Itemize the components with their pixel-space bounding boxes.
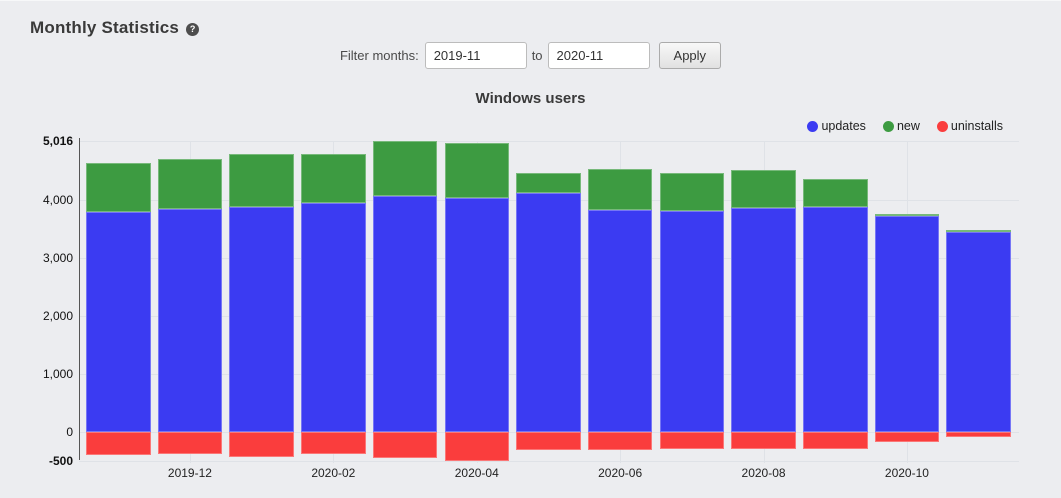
- bar-segment-updates[interactable]: [157, 208, 223, 432]
- bar-segment-new[interactable]: [444, 142, 509, 199]
- bar-segment-new[interactable]: [946, 230, 1011, 232]
- y-gridline: [79, 141, 1019, 143]
- bar-segment-updates[interactable]: [372, 195, 438, 432]
- bar-segment-new[interactable]: [301, 154, 366, 203]
- y-axis-tick-label: 2,000: [42, 309, 73, 323]
- x-axis-tick-label: 2020-04: [454, 466, 499, 480]
- bar-segment-new[interactable]: [874, 213, 940, 217]
- legend-label: uninstalls: [950, 119, 1003, 133]
- bar-segment-uninstalls[interactable]: [731, 432, 796, 449]
- bar-segment-new[interactable]: [731, 170, 796, 208]
- x-axis-tick-label: 2020-10: [884, 466, 929, 480]
- bar-segment-uninstalls[interactable]: [86, 432, 151, 455]
- bar-segment-uninstalls[interactable]: [516, 432, 581, 451]
- bar-segment-updates[interactable]: [86, 212, 151, 432]
- legend-dot-updates-icon: [807, 120, 819, 132]
- chart-legend: updates new uninstalls: [807, 119, 1003, 133]
- bar-segment-new[interactable]: [803, 179, 868, 207]
- filter-bar: Filter months: to Apply: [0, 42, 1061, 69]
- bar-segment-new[interactable]: [86, 162, 151, 213]
- legend-dot-new-icon: [882, 120, 894, 132]
- bar-segment-updates[interactable]: [946, 231, 1011, 432]
- y-axis-tick-label: 0: [66, 425, 73, 439]
- bar-segment-new[interactable]: [659, 172, 725, 211]
- bar-segment-uninstalls[interactable]: [372, 432, 438, 458]
- bar-segment-updates[interactable]: [731, 207, 796, 432]
- bar-segment-new[interactable]: [516, 172, 581, 194]
- chart-title: Windows users: [475, 90, 586, 107]
- bar-segment-updates[interactable]: [229, 206, 294, 432]
- bar-segment-uninstalls[interactable]: [587, 432, 653, 451]
- bar-segment-updates[interactable]: [803, 206, 868, 432]
- bar-segment-updates[interactable]: [516, 193, 581, 432]
- filter-to-input[interactable]: [547, 42, 650, 69]
- bar-segment-uninstalls[interactable]: [659, 432, 725, 450]
- help-icon[interactable]: ?: [186, 22, 200, 36]
- bar-segment-new[interactable]: [229, 154, 294, 207]
- x-axis-tick-label: 2020-06: [598, 466, 643, 480]
- page-header: Monthly Statistics ?: [30, 18, 200, 38]
- y-axis-tick-label: 1,000: [42, 367, 73, 381]
- y-axis-tick-label: 3,000: [42, 251, 73, 265]
- legend-label: updates: [821, 119, 866, 133]
- apply-button[interactable]: Apply: [658, 42, 722, 69]
- y-axis-line: [79, 138, 80, 460]
- bar-segment-new[interactable]: [587, 168, 653, 211]
- bar-segment-updates[interactable]: [874, 216, 940, 432]
- filter-from-input[interactable]: [424, 42, 527, 69]
- bar-segment-uninstalls[interactable]: [803, 432, 868, 450]
- legend-item-uninstalls[interactable]: uninstalls: [936, 119, 1003, 133]
- y-axis-tick-label: 5,016: [42, 134, 73, 149]
- bar-segment-uninstalls[interactable]: [946, 432, 1011, 437]
- page-title: Monthly Statistics: [30, 18, 180, 37]
- bar-segment-uninstalls[interactable]: [157, 432, 223, 455]
- bar-segment-uninstalls[interactable]: [301, 432, 366, 455]
- bar-segment-new[interactable]: [157, 158, 223, 209]
- bar-segment-uninstalls[interactable]: [229, 432, 294, 457]
- y-axis-tick-label: 4,000: [42, 193, 73, 207]
- bar-segment-updates[interactable]: [659, 211, 725, 432]
- filter-months-label: Filter months:: [339, 48, 419, 63]
- x-axis-tick-label: 2020-08: [741, 466, 786, 480]
- bar-segment-updates[interactable]: [587, 210, 653, 432]
- bar-segment-new[interactable]: [372, 141, 438, 196]
- bar-segment-uninstalls[interactable]: [874, 432, 940, 442]
- legend-dot-uninstalls-icon: [936, 120, 948, 132]
- y-gridline: [79, 461, 1019, 462]
- bar-segment-uninstalls[interactable]: [444, 432, 509, 461]
- bar-segment-updates[interactable]: [301, 202, 366, 432]
- legend-label: new: [896, 119, 920, 133]
- legend-item-new[interactable]: new: [882, 119, 920, 133]
- legend-item-updates[interactable]: updates: [807, 119, 866, 133]
- x-axis-tick-label: 2020-02: [311, 466, 356, 480]
- filter-to-label: to: [531, 48, 543, 63]
- bar-segment-updates[interactable]: [444, 198, 509, 432]
- x-axis-tick-label: 2019-12: [167, 466, 212, 480]
- y-axis-tick-label: -500: [48, 454, 73, 468]
